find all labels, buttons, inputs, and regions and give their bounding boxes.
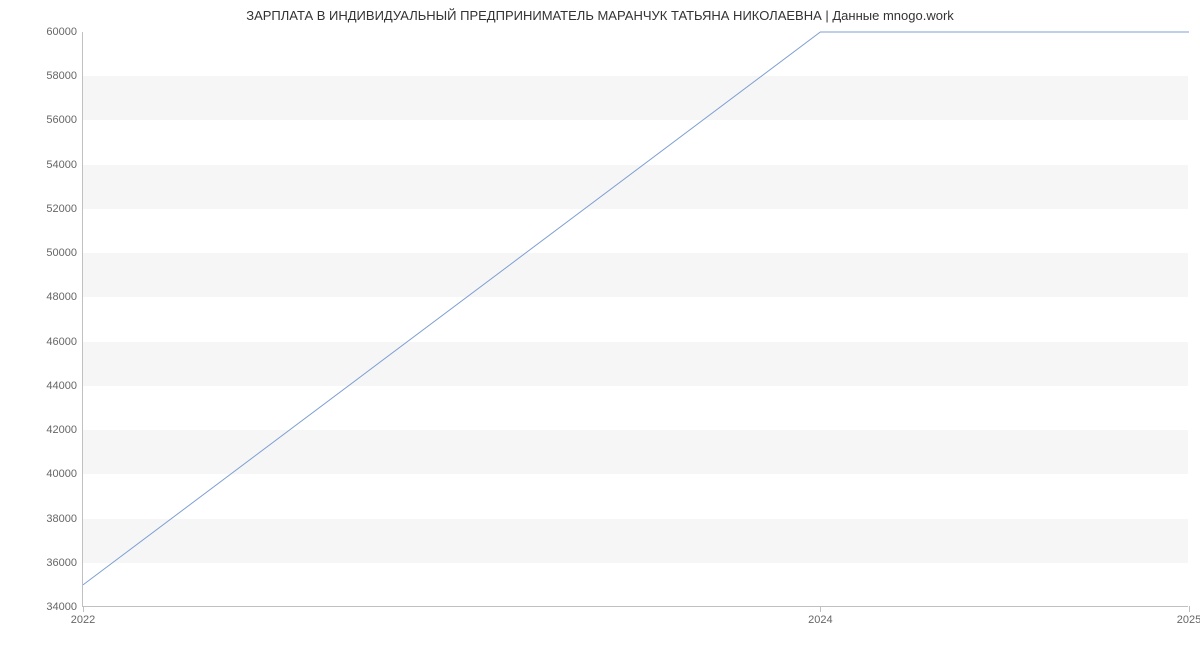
y-tick-label: 44000 xyxy=(46,380,77,392)
y-tick-label: 46000 xyxy=(46,336,77,348)
chart-title: ЗАРПЛАТА В ИНДИВИДУАЛЬНЫЙ ПРЕДПРИНИМАТЕЛ… xyxy=(0,8,1200,23)
y-tick-label: 42000 xyxy=(46,424,77,436)
y-tick-label: 60000 xyxy=(46,26,77,38)
x-tick-label: 2022 xyxy=(71,614,95,626)
y-tick-label: 34000 xyxy=(46,601,77,613)
y-tick-label: 38000 xyxy=(46,513,77,525)
x-tick-label: 2024 xyxy=(808,614,832,626)
y-tick-label: 58000 xyxy=(46,70,77,82)
y-tick-label: 54000 xyxy=(46,159,77,171)
y-tick-label: 52000 xyxy=(46,203,77,215)
y-tick-label: 40000 xyxy=(46,468,77,480)
series-line xyxy=(83,32,1189,607)
y-tick-label: 48000 xyxy=(46,291,77,303)
y-tick-label: 36000 xyxy=(46,557,77,569)
y-tick-label: 56000 xyxy=(46,114,77,126)
salary-chart: ЗАРПЛАТА В ИНДИВИДУАЛЬНЫЙ ПРЕДПРИНИМАТЕЛ… xyxy=(0,0,1200,650)
x-tick-label: 2025 xyxy=(1177,614,1200,626)
x-tick-mark xyxy=(1189,606,1190,612)
y-tick-label: 50000 xyxy=(46,247,77,259)
chart-plot-area: 3400036000380004000042000440004600048000… xyxy=(82,32,1188,607)
